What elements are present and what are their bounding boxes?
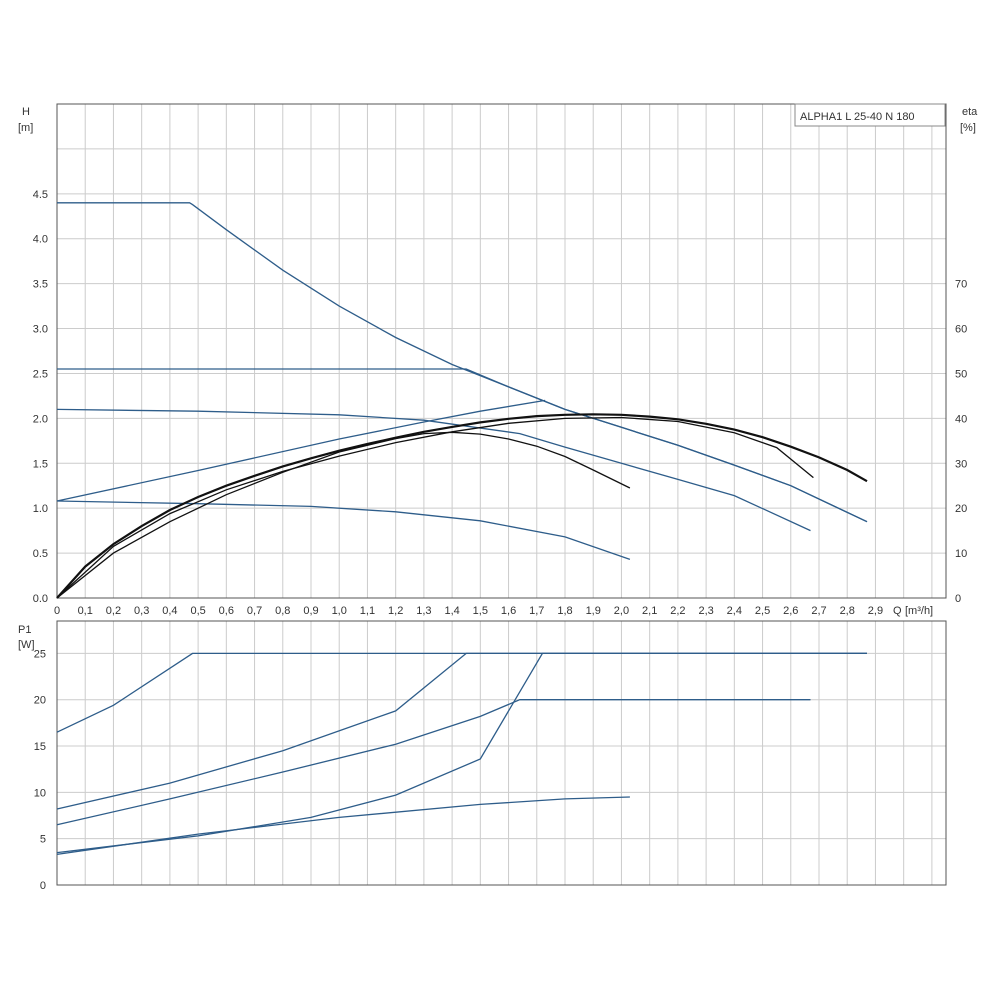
y2-tick-label-eta: 60: [955, 324, 967, 336]
y-tick-label-h: 3.5: [33, 279, 48, 291]
power-curve-3: [56, 699, 811, 826]
power-plot-area: [57, 621, 946, 885]
eta-curve-1: [56, 413, 868, 599]
y-tick-label-h: 2.0: [33, 413, 48, 425]
x-axis-label-q: Q: [893, 605, 902, 617]
y-tick-label-h: 2.5: [33, 368, 48, 380]
chart-title-box: ALPHA1 L 25-40 N 180: [794, 103, 946, 127]
x-tick-label: 1,1: [360, 605, 375, 617]
x-tick-label: 2,8: [840, 605, 855, 617]
y-tick-label-p1: 25: [34, 648, 46, 660]
y2-tick-label-eta: 0: [955, 593, 961, 605]
y2-tick-label-eta: 20: [955, 503, 967, 515]
y2-tick-label-eta: 10: [955, 548, 967, 560]
x-tick-label: 0,1: [78, 605, 93, 617]
head-curve-3: [56, 408, 811, 532]
x-tick-label: 0,5: [190, 605, 205, 617]
head-plot-frame: [56, 103, 947, 599]
x-tick-label: 0,9: [303, 605, 318, 617]
x-tick-label: 2,5: [755, 605, 770, 617]
head-curve-4: [56, 500, 631, 561]
y-axis-label-h: H: [22, 106, 30, 118]
y-tick-label-h: 0.0: [33, 593, 48, 605]
y-tick-label-h: 3.0: [33, 324, 48, 336]
x-tick-label: 0,7: [247, 605, 262, 617]
y-tick-label-h: 1.0: [33, 503, 48, 515]
y-axis-unit-h: [m]: [18, 122, 33, 134]
x-tick-label: 1,3: [416, 605, 431, 617]
x-tick-label: 0: [54, 605, 60, 617]
x-tick-label: 1,0: [332, 605, 347, 617]
y2-axis-label-eta: eta: [962, 106, 978, 118]
x-tick-label: 2,1: [642, 605, 657, 617]
y2-axis-unit-eta: [%]: [960, 122, 976, 134]
power-series-group: [56, 652, 867, 856]
x-tick-label: 1,6: [501, 605, 516, 617]
x-tick-label: 0,2: [106, 605, 121, 617]
power-curve-5: [56, 796, 630, 856]
y-tick-label-h: 4.5: [33, 189, 48, 201]
y-tick-label-h: 1.5: [33, 458, 48, 470]
x-tick-label: 2,2: [670, 605, 685, 617]
y-tick-label-p1: 0: [40, 880, 46, 892]
x-tick-label: 1,4: [444, 605, 459, 617]
x-tick-label: 2,4: [727, 605, 742, 617]
head-plot-area: [57, 104, 946, 598]
x-tick-label: 0,6: [219, 605, 234, 617]
head-grid: [56, 103, 947, 599]
power-plot-frame: [56, 620, 947, 886]
x-tick-label: 0,8: [275, 605, 290, 617]
y2-tick-label-eta: 50: [955, 368, 967, 380]
x-tick-label: 0,3: [134, 605, 149, 617]
y2-tick-label-eta: 30: [955, 458, 967, 470]
y-tick-label-h: 0.5: [33, 548, 48, 560]
head-curve-2: [57, 368, 868, 523]
y-tick-label-p1: 15: [34, 741, 46, 753]
x-tick-label: 1,8: [557, 605, 572, 617]
x-tick-label: 2,7: [811, 605, 826, 617]
x-tick-label: 1,2: [388, 605, 403, 617]
y-tick-label-p1: 5: [40, 834, 46, 846]
x-axis-unit-q: [m³/h]: [905, 605, 933, 617]
x-tick-label: 1,5: [473, 605, 488, 617]
x-tick-label: 2,9: [868, 605, 883, 617]
x-tick-label: 2,6: [783, 605, 798, 617]
head-eta-series: [56, 202, 868, 599]
y2-tick-label-eta: 70: [955, 279, 967, 291]
head-curve-5: [56, 399, 546, 502]
power-curve-4: [56, 652, 867, 854]
x-tick-label: 1,7: [529, 605, 544, 617]
x-tick-label: 2,0: [614, 605, 629, 617]
y2-tick-label-eta: 40: [955, 413, 967, 425]
y-tick-label-p1: 20: [34, 695, 46, 707]
power-curve-2: [56, 652, 867, 810]
y-tick-label-p1: 10: [34, 787, 46, 799]
eta-curve-3: [56, 431, 631, 599]
y-axis-unit-p1: [W]: [18, 639, 35, 651]
x-tick-label: 2,3: [698, 605, 713, 617]
axis-labels: 0 0,1 0,2 0,3 0,4 0,5 0,6 0,7 0,8 0,9 1,0 1,1 1,2 1,3…: [33, 189, 968, 892]
chart-title: ALPHA1 L 25-40 N 180: [800, 111, 915, 123]
y-axis-label-p1: P1: [18, 624, 31, 636]
power-grid: [56, 620, 947, 886]
x-tick-label: 0,4: [162, 605, 177, 617]
x-tick-label: 1,9: [586, 605, 601, 617]
y-tick-label-h: 4.0: [33, 234, 48, 246]
